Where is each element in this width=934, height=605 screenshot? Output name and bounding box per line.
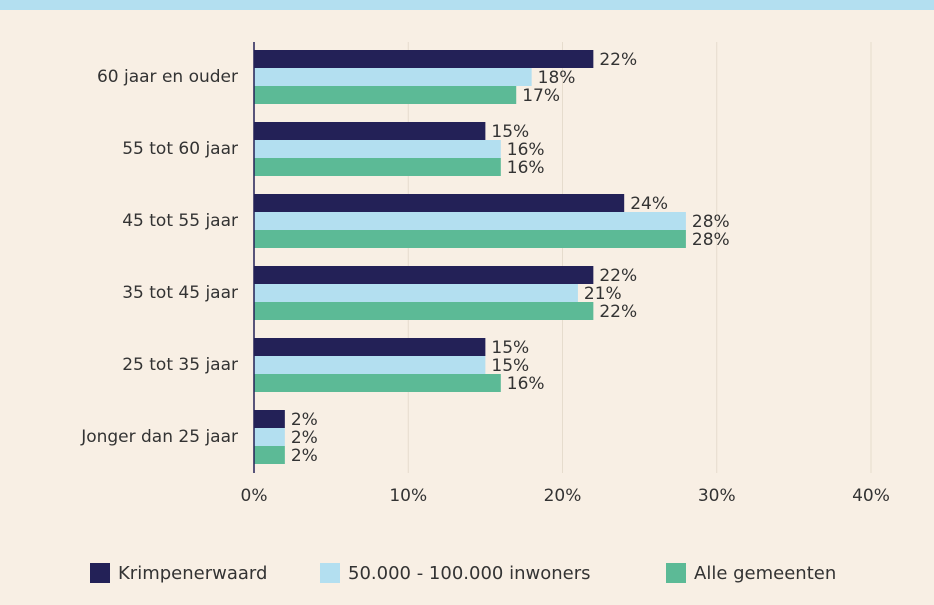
x-tick-label: 30% [698,486,736,506]
x-tick-label: 10% [389,486,427,506]
bar [254,212,686,230]
y-tick-label: 25 tot 35 jaar [122,355,238,375]
value-label: 15% [491,338,529,358]
x-tick-label: 20% [544,486,582,506]
bar [254,446,285,464]
bar [254,284,578,302]
bar [254,140,501,158]
bar [254,68,532,86]
bar [254,158,501,176]
bar [254,374,501,392]
value-label: 16% [507,158,545,178]
bar [254,410,285,428]
y-tick-label: 45 tot 55 jaar [122,211,238,231]
bar [254,194,625,212]
value-label: 16% [507,374,545,394]
x-tick-label: 40% [852,486,890,506]
value-label: 2% [291,410,318,430]
bar [254,302,594,320]
legend-label: Alle gemeenten [694,563,836,584]
value-label: 24% [630,194,668,214]
legend-swatch [90,563,110,583]
legend-swatch [320,563,340,583]
value-label: 28% [692,230,730,250]
bar [254,230,686,248]
value-label: 18% [538,68,576,88]
value-label: 15% [491,122,529,142]
value-label: 17% [522,86,560,106]
value-label: 22% [599,266,637,286]
value-label: 2% [291,428,318,448]
value-label: 22% [599,302,637,322]
value-label: 21% [584,284,622,304]
x-tick-label: 0% [241,486,268,506]
y-tick-label: 55 tot 60 jaar [122,139,238,159]
value-label: 22% [599,50,637,70]
value-label: 16% [507,140,545,160]
top-band [0,0,934,10]
bar [254,338,486,356]
bar [254,122,486,140]
bar [254,86,517,104]
bar [254,50,594,68]
value-label: 28% [692,212,730,232]
y-tick-label: Jonger dan 25 jaar [80,427,238,447]
legend-swatch [666,563,686,583]
y-tick-label: 35 tot 45 jaar [122,283,238,303]
bar [254,428,285,446]
legend-label: 50.000 - 100.000 inwoners [348,563,590,584]
value-label: 15% [491,356,529,376]
legend-label: Krimpenerwaard [118,563,267,584]
bar [254,266,594,284]
value-label: 2% [291,446,318,466]
y-tick-label: 60 jaar en ouder [97,67,238,87]
bar [254,356,486,374]
